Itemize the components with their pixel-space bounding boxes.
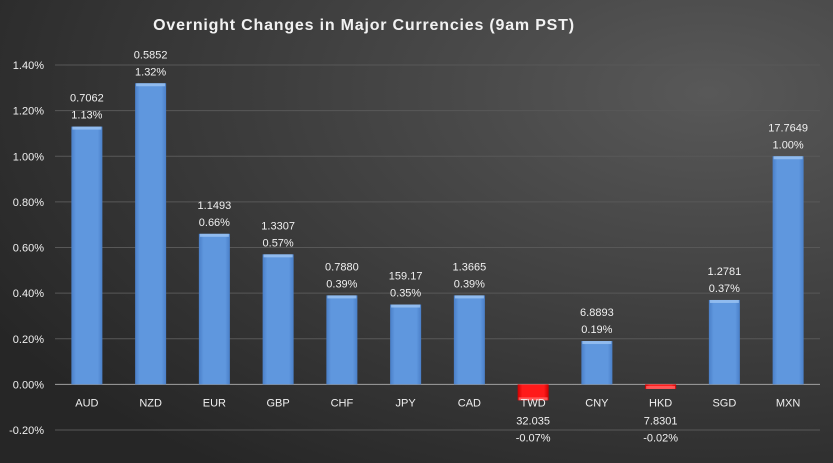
bar-sgd xyxy=(708,299,740,385)
bar-jpy xyxy=(390,304,422,385)
bar-chf xyxy=(326,295,358,385)
x-tick-label: CHF xyxy=(331,397,354,409)
x-tick-label: EUR xyxy=(203,397,226,409)
data-label: 0.37% xyxy=(709,283,740,295)
bar-bevel xyxy=(327,295,357,299)
bar-bevel xyxy=(136,83,166,87)
data-label: 0.19% xyxy=(581,324,612,336)
bar-bevel xyxy=(454,295,484,299)
rate-label: 6.8893 xyxy=(580,307,614,319)
chart-title: Overnight Changes in Major Currencies (9… xyxy=(153,17,575,34)
data-label: 1.32% xyxy=(135,66,166,78)
rate-label: 1.3307 xyxy=(261,220,295,232)
x-tick-label: MXN xyxy=(776,397,801,409)
rate-label: 0.5852 xyxy=(134,49,168,61)
x-tick-label: HKD xyxy=(649,397,672,409)
data-label: 0.35% xyxy=(390,288,421,300)
bar-cad xyxy=(453,295,485,385)
y-tick-label: 0.80% xyxy=(13,197,44,209)
bar-bevel xyxy=(72,126,102,130)
data-label: 0.39% xyxy=(326,278,357,290)
bar-aud xyxy=(71,126,103,385)
rate-label: 1.2781 xyxy=(708,266,742,278)
x-tick-label: JPY xyxy=(396,397,417,409)
rate-label: 17.7649 xyxy=(768,122,808,134)
y-tick-label: -0.20% xyxy=(9,425,44,437)
bar-twd xyxy=(517,384,549,401)
bar-bevel xyxy=(646,385,676,389)
bar-bevel xyxy=(582,341,612,345)
y-tick-label: 0.00% xyxy=(13,379,44,391)
data-label: 0.39% xyxy=(454,278,485,290)
rate-label: 0.7062 xyxy=(70,93,104,105)
x-tick-label: TWD xyxy=(521,397,546,409)
bar-nzd xyxy=(135,83,167,385)
data-label: -0.07% xyxy=(516,432,551,444)
y-tick-label: 1.00% xyxy=(13,151,44,163)
rate-label: 159.17 xyxy=(389,271,423,283)
y-tick-label: 0.40% xyxy=(13,288,44,300)
rate-label: 0.7880 xyxy=(325,261,359,273)
x-tick-label: GBP xyxy=(267,397,290,409)
rate-label: 1.3665 xyxy=(453,261,487,273)
y-tick-label: 0.60% xyxy=(13,243,44,255)
bar-eur xyxy=(198,233,230,385)
bar-gbp xyxy=(262,254,294,385)
data-label: -0.02% xyxy=(643,432,678,444)
x-tick-label: AUD xyxy=(75,397,98,409)
bar-bevel xyxy=(773,156,803,160)
data-label: 1.13% xyxy=(71,110,102,122)
data-label: 0.66% xyxy=(199,217,230,229)
y-tick-label: 0.20% xyxy=(13,334,44,346)
bar-bevel xyxy=(709,299,739,303)
bar-bevel xyxy=(391,304,421,308)
data-label: 0.57% xyxy=(263,237,294,249)
rate-label: 1.1493 xyxy=(198,200,232,212)
y-tick-label: 1.40% xyxy=(13,60,44,72)
bar-bevel xyxy=(199,233,229,237)
bar-mxn xyxy=(772,156,804,385)
bar-bevel xyxy=(263,254,293,258)
x-tick-label: NZD xyxy=(139,397,162,409)
x-tick-label: CNY xyxy=(585,397,609,409)
bar-cny xyxy=(581,341,613,385)
rate-label: 7.8301 xyxy=(644,415,678,427)
x-tick-label: CAD xyxy=(458,397,481,409)
bar-bevel xyxy=(518,397,548,401)
rate-label: 32.035 xyxy=(516,415,550,427)
x-tick-label: SGD xyxy=(712,397,736,409)
y-tick-label: 1.20% xyxy=(13,106,44,118)
data-label: 1.00% xyxy=(773,139,804,151)
